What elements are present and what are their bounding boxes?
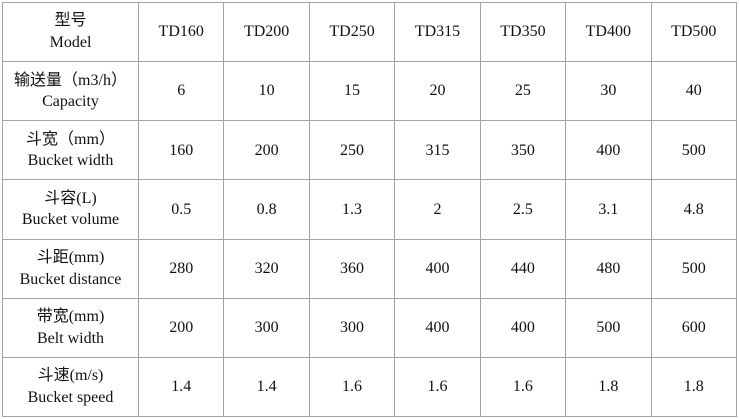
value-cell: 200 <box>137 297 225 358</box>
value-cell: 500 <box>565 297 652 358</box>
table-row-bucket-speed: 斗速(m/s) Bucket speed 1.4 1.4 1.6 1.6 1.6… <box>2 356 738 418</box>
value-cell: 1.6 <box>308 356 396 418</box>
value-cell: 315 <box>394 120 481 181</box>
value-cell: 200 <box>223 120 310 181</box>
row-label-cell: 带宽(mm) Belt width <box>2 297 139 358</box>
value-cell: 400 <box>479 297 567 358</box>
row-label-cell: 斗距(mm) Bucket distance <box>2 238 139 299</box>
value-cell: 3.1 <box>565 179 652 240</box>
value-cell: 400 <box>565 120 652 181</box>
row-label-en: Capacity <box>42 93 99 111</box>
value-cell: 350 <box>479 120 567 181</box>
model-cell: TD160 <box>137 1 225 63</box>
value-cell: 1.8 <box>650 356 738 418</box>
row-label-cell: 斗速(m/s) Bucket speed <box>2 356 139 418</box>
model-cell: TD350 <box>479 1 567 63</box>
value-cell: 400 <box>394 297 481 358</box>
value-cell: 1.4 <box>223 356 310 418</box>
row-label-cell: 斗宽（mm） Bucket width <box>2 120 139 181</box>
value-cell: 400 <box>394 238 481 299</box>
value-cell: 0.8 <box>223 179 310 240</box>
model-cell: TD315 <box>394 1 481 63</box>
value-cell: 1.6 <box>394 356 481 418</box>
value-cell: 2.5 <box>479 179 567 240</box>
value-cell: 1.4 <box>137 356 225 418</box>
value-cell: 25 <box>479 61 567 122</box>
value-cell: 480 <box>565 238 652 299</box>
value-cell: 4.8 <box>650 179 738 240</box>
row-label-cn: 斗距(mm) <box>36 249 105 267</box>
model-cell: TD500 <box>650 1 738 63</box>
row-label-cell: 输送量（m3/h） Capacity <box>2 61 139 122</box>
header-label-cell: 型号 Model <box>2 1 139 63</box>
table-row-bucket-width: 斗宽（mm） Bucket width 160 200 250 315 350 … <box>2 120 738 181</box>
table-row-capacity: 输送量（m3/h） Capacity 6 10 15 20 25 30 40 <box>2 61 738 122</box>
value-cell: 360 <box>308 238 396 299</box>
value-cell: 320 <box>223 238 310 299</box>
value-cell: 600 <box>650 297 738 358</box>
table-header-row: 型号 Model TD160 TD200 TD250 TD315 TD350 T… <box>2 1 738 63</box>
row-label-en: Bucket width <box>27 152 114 170</box>
model-cell: TD250 <box>308 1 396 63</box>
model-cell: TD200 <box>223 1 310 63</box>
value-cell: 280 <box>137 238 225 299</box>
row-label-en: Bucket volume <box>21 211 120 229</box>
value-cell: 10 <box>223 61 310 122</box>
value-cell: 160 <box>137 120 225 181</box>
header-label-en: Model <box>49 34 92 52</box>
value-cell: 15 <box>308 61 396 122</box>
value-cell: 500 <box>650 120 738 181</box>
model-cell: TD400 <box>565 1 652 63</box>
value-cell: 300 <box>308 297 396 358</box>
row-label-cn: 斗速(m/s) <box>37 367 104 385</box>
row-label-cn: 输送量（m3/h） <box>14 71 127 89</box>
table-row-bucket-volume: 斗容(L) Bucket volume 0.5 0.8 1.3 2 2.5 3.… <box>2 179 738 240</box>
row-label-en: Belt width <box>36 329 105 347</box>
value-cell: 40 <box>650 61 738 122</box>
value-cell: 2 <box>394 179 481 240</box>
value-cell: 1.6 <box>479 356 567 418</box>
row-label-en: Bucket speed <box>27 388 114 406</box>
row-label-cn: 带宽(mm) <box>36 308 105 326</box>
value-cell: 300 <box>223 297 310 358</box>
row-label-en: Bucket distance <box>19 270 122 288</box>
table-row-belt-width: 带宽(mm) Belt width 200 300 300 400 400 50… <box>2 297 738 358</box>
row-label-cell: 斗容(L) Bucket volume <box>2 179 139 240</box>
value-cell: 0.5 <box>137 179 225 240</box>
row-label-cn: 斗容(L) <box>44 189 97 207</box>
value-cell: 6 <box>137 61 225 122</box>
value-cell: 1.8 <box>565 356 652 418</box>
value-cell: 20 <box>394 61 481 122</box>
value-cell: 1.3 <box>308 179 396 240</box>
value-cell: 440 <box>479 238 567 299</box>
row-label-cn: 斗宽（mm） <box>26 130 115 148</box>
value-cell: 250 <box>308 120 396 181</box>
header-label-cn: 型号 <box>54 12 87 30</box>
value-cell: 500 <box>650 238 738 299</box>
table-row-bucket-distance: 斗距(mm) Bucket distance 280 320 360 400 4… <box>2 238 738 299</box>
value-cell: 30 <box>565 61 652 122</box>
